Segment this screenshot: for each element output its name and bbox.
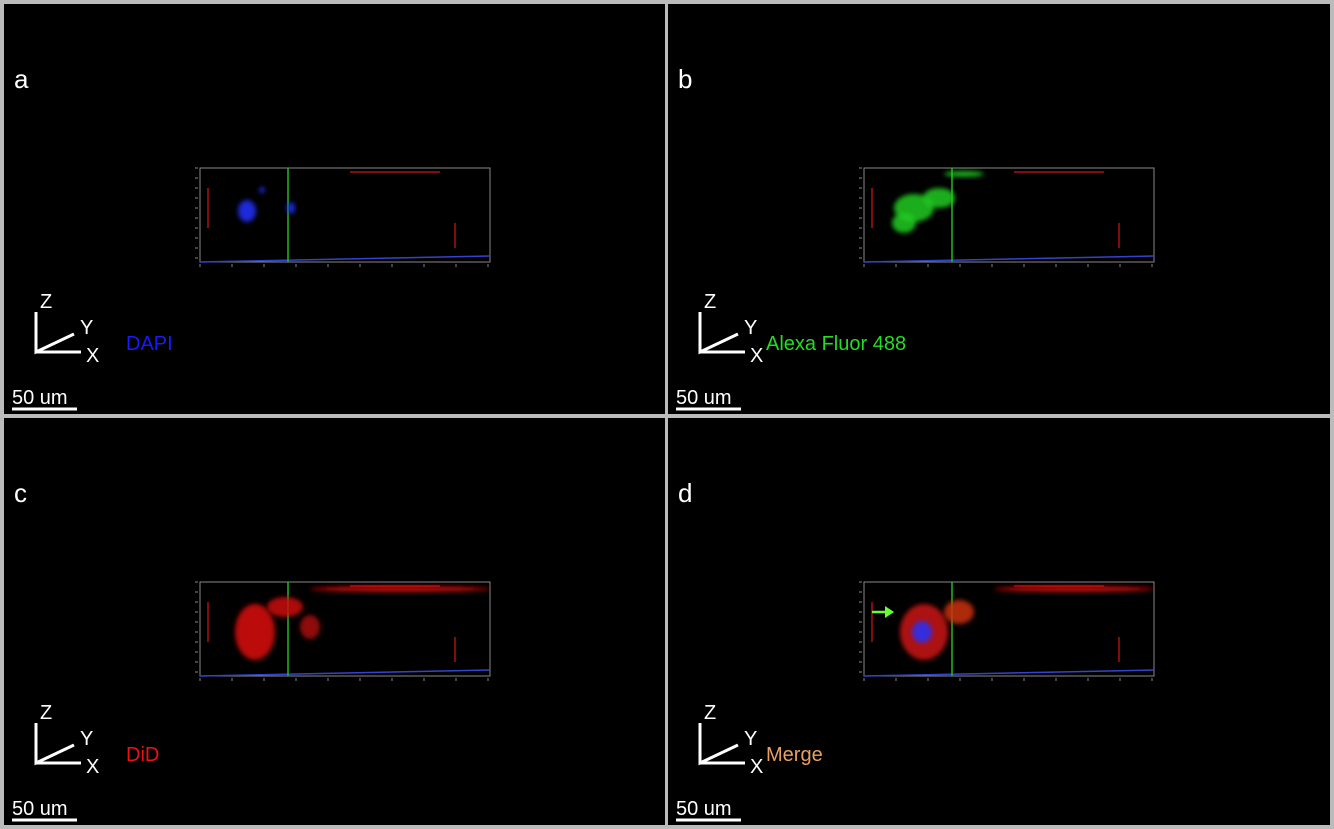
axis-y-label: Y — [80, 728, 93, 750]
channel-label: Merge — [766, 744, 823, 766]
channel-label: DAPI — [126, 333, 173, 355]
signal — [310, 586, 490, 592]
axis-x-label: X — [86, 345, 99, 367]
axis-z-label: Z — [40, 291, 52, 313]
signal — [994, 586, 1154, 592]
channel-label: Alexa Fluor 488 — [766, 333, 906, 355]
panel-letter: c — [14, 478, 27, 508]
signal — [923, 188, 955, 208]
scale-label: 50 um — [12, 798, 68, 820]
signal — [235, 604, 275, 660]
scale-label: 50 um — [676, 798, 732, 820]
signal — [300, 615, 320, 639]
panel-letter: a — [14, 64, 29, 94]
scale-label: 50 um — [12, 387, 68, 409]
axis-y-label: Y — [744, 317, 757, 339]
axis-y-label: Y — [744, 728, 757, 750]
scale-label: 50 um — [676, 387, 732, 409]
axis-x-label: X — [86, 756, 99, 778]
panel-background — [4, 418, 665, 825]
signal — [259, 187, 265, 193]
signal — [944, 600, 974, 624]
axis-x-label: X — [750, 756, 763, 778]
panel-letter: b — [678, 64, 692, 94]
panel-letter: d — [678, 478, 692, 508]
axis-z-label: Z — [704, 291, 716, 313]
signal — [912, 621, 932, 643]
panel-background — [4, 4, 665, 414]
signal — [287, 202, 295, 214]
axis-x-label: X — [750, 345, 763, 367]
signal — [944, 171, 984, 177]
signal — [892, 213, 916, 233]
axis-z-label: Z — [704, 702, 716, 724]
panel: c Z YX DiD 50 um — [4, 418, 665, 825]
signal — [267, 597, 303, 617]
signal — [238, 200, 256, 222]
figure: aZYXDAPI50 umbZYXAlexa Fluor 48850 umcZY… — [0, 0, 1334, 829]
panel: a Z YX DAPI 50 um — [4, 4, 665, 414]
axis-z-label: Z — [40, 702, 52, 724]
axis-y-label: Y — [80, 317, 93, 339]
channel-label: DiD — [126, 744, 159, 766]
